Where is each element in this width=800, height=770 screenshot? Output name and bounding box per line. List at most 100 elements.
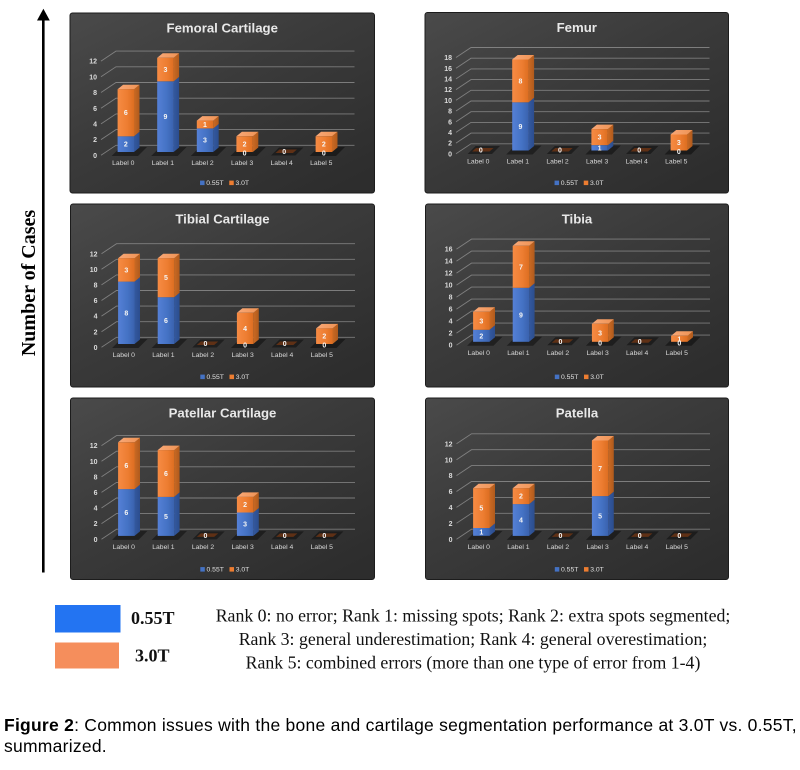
svg-text:Label 5: Label 5	[666, 350, 689, 357]
svg-text:6: 6	[449, 489, 453, 496]
svg-text:16: 16	[444, 66, 452, 73]
svg-text:Label 0: Label 0	[112, 160, 135, 167]
svg-text:10: 10	[90, 267, 98, 274]
svg-text:Label 3: Label 3	[586, 350, 609, 357]
svg-text:Label 2: Label 2	[547, 350, 570, 357]
svg-text:6: 6	[94, 490, 98, 497]
svg-text:2: 2	[448, 141, 452, 148]
svg-text:0: 0	[638, 533, 642, 540]
svg-text:Label 1: Label 1	[507, 544, 530, 551]
svg-text:2: 2	[243, 142, 247, 149]
svg-text:0: 0	[94, 345, 98, 352]
svg-text:12: 12	[445, 271, 453, 278]
svg-text:9: 9	[518, 124, 522, 131]
svg-text:5: 5	[164, 275, 168, 282]
svg-text:0: 0	[479, 148, 483, 155]
svg-text:2: 2	[94, 329, 98, 336]
svg-text:6: 6	[94, 298, 98, 305]
svg-text:12: 12	[90, 251, 98, 258]
svg-text:6: 6	[449, 307, 453, 314]
svg-text:Label 5: Label 5	[311, 544, 334, 551]
svg-text:0.55T: 0.55T	[207, 374, 224, 381]
svg-text:2: 2	[243, 502, 247, 509]
svg-text:10: 10	[90, 459, 98, 466]
svg-text:4: 4	[243, 326, 247, 333]
svg-text:2: 2	[449, 331, 453, 338]
svg-text:Label 2: Label 2	[191, 160, 214, 167]
svg-text:Label 3: Label 3	[586, 159, 609, 166]
svg-text:5: 5	[479, 506, 483, 513]
svg-text:0: 0	[598, 340, 602, 347]
svg-text:Femoral Cartilage: Femoral Cartilage	[167, 21, 278, 36]
svg-text:3: 3	[203, 138, 207, 145]
svg-text:8: 8	[448, 109, 452, 116]
svg-text:16: 16	[445, 247, 453, 254]
svg-text:0: 0	[322, 343, 326, 350]
svg-text:Rank 5: combined errors (more: Rank 5: combined errors (more than one t…	[246, 653, 701, 674]
svg-text:4: 4	[93, 122, 97, 129]
svg-text:0: 0	[677, 149, 681, 156]
svg-text:Label 2: Label 2	[192, 352, 215, 359]
svg-text:0: 0	[449, 343, 453, 350]
svg-text:Label 2: Label 2	[192, 544, 215, 551]
svg-text:2: 2	[322, 142, 326, 149]
svg-text:6: 6	[164, 471, 168, 478]
svg-text:3.0T: 3.0T	[236, 567, 250, 574]
svg-text:0: 0	[322, 151, 326, 158]
svg-text:4: 4	[519, 518, 523, 525]
svg-text:Label 4: Label 4	[626, 159, 649, 166]
svg-text:0.55T: 0.55T	[561, 567, 578, 574]
svg-text:0: 0	[677, 340, 681, 347]
svg-text:3.0T: 3.0T	[590, 374, 604, 381]
svg-text:Label 5: Label 5	[311, 352, 334, 359]
svg-text:Label 0: Label 0	[113, 544, 136, 551]
svg-text:0: 0	[204, 341, 208, 348]
svg-text:1: 1	[598, 145, 602, 152]
svg-text:14: 14	[445, 259, 453, 266]
svg-text:2: 2	[124, 142, 128, 149]
svg-text:Number of Cases: Number of Cases	[18, 210, 40, 357]
svg-text:Patellar Cartilage: Patellar Cartilage	[169, 406, 277, 421]
svg-text:3.0T: 3.0T	[236, 374, 250, 381]
svg-text:3: 3	[677, 140, 681, 147]
svg-text:18: 18	[444, 55, 452, 62]
svg-text:3: 3	[479, 318, 483, 325]
svg-text:7: 7	[519, 264, 523, 271]
svg-text:3.0T: 3.0T	[235, 180, 249, 187]
svg-text:Label 4: Label 4	[271, 160, 294, 167]
svg-text:0: 0	[243, 343, 247, 350]
svg-text:Label 0: Label 0	[468, 544, 491, 551]
svg-text:8: 8	[94, 474, 98, 481]
svg-text:5: 5	[598, 514, 602, 521]
svg-text:Label 3: Label 3	[231, 160, 254, 167]
svg-text:Label 2: Label 2	[547, 544, 570, 551]
svg-text:Label 4: Label 4	[626, 544, 649, 551]
svg-text:4: 4	[94, 506, 98, 513]
svg-text:4: 4	[94, 314, 98, 321]
svg-text:Label 1: Label 1	[507, 350, 530, 357]
svg-text:0: 0	[243, 151, 247, 158]
svg-text:3: 3	[598, 135, 602, 142]
svg-text:Label 5: Label 5	[310, 160, 333, 167]
svg-text:Label 1: Label 1	[152, 544, 175, 551]
svg-text:Label 3: Label 3	[231, 352, 254, 359]
svg-text:9: 9	[163, 114, 167, 121]
svg-text:6: 6	[124, 510, 128, 517]
svg-text:3.0T: 3.0T	[135, 646, 170, 666]
svg-text:0: 0	[677, 533, 681, 540]
svg-text:3: 3	[243, 522, 247, 529]
svg-text:0: 0	[204, 533, 208, 540]
svg-text:0: 0	[283, 341, 287, 348]
svg-text:0: 0	[448, 151, 452, 158]
svg-text:2: 2	[479, 333, 483, 340]
svg-text:Label 2: Label 2	[546, 159, 569, 166]
svg-text:Tibial Cartilage: Tibial Cartilage	[175, 212, 269, 227]
svg-text:0: 0	[94, 537, 98, 544]
svg-text:Patella: Patella	[556, 406, 599, 421]
svg-text:0.55T: 0.55T	[206, 180, 223, 187]
svg-text:Femur: Femur	[557, 20, 597, 35]
svg-text:Label 4: Label 4	[271, 544, 294, 551]
svg-text:Label 5: Label 5	[665, 159, 688, 166]
svg-text:6: 6	[164, 318, 168, 325]
svg-text:0: 0	[93, 153, 97, 160]
